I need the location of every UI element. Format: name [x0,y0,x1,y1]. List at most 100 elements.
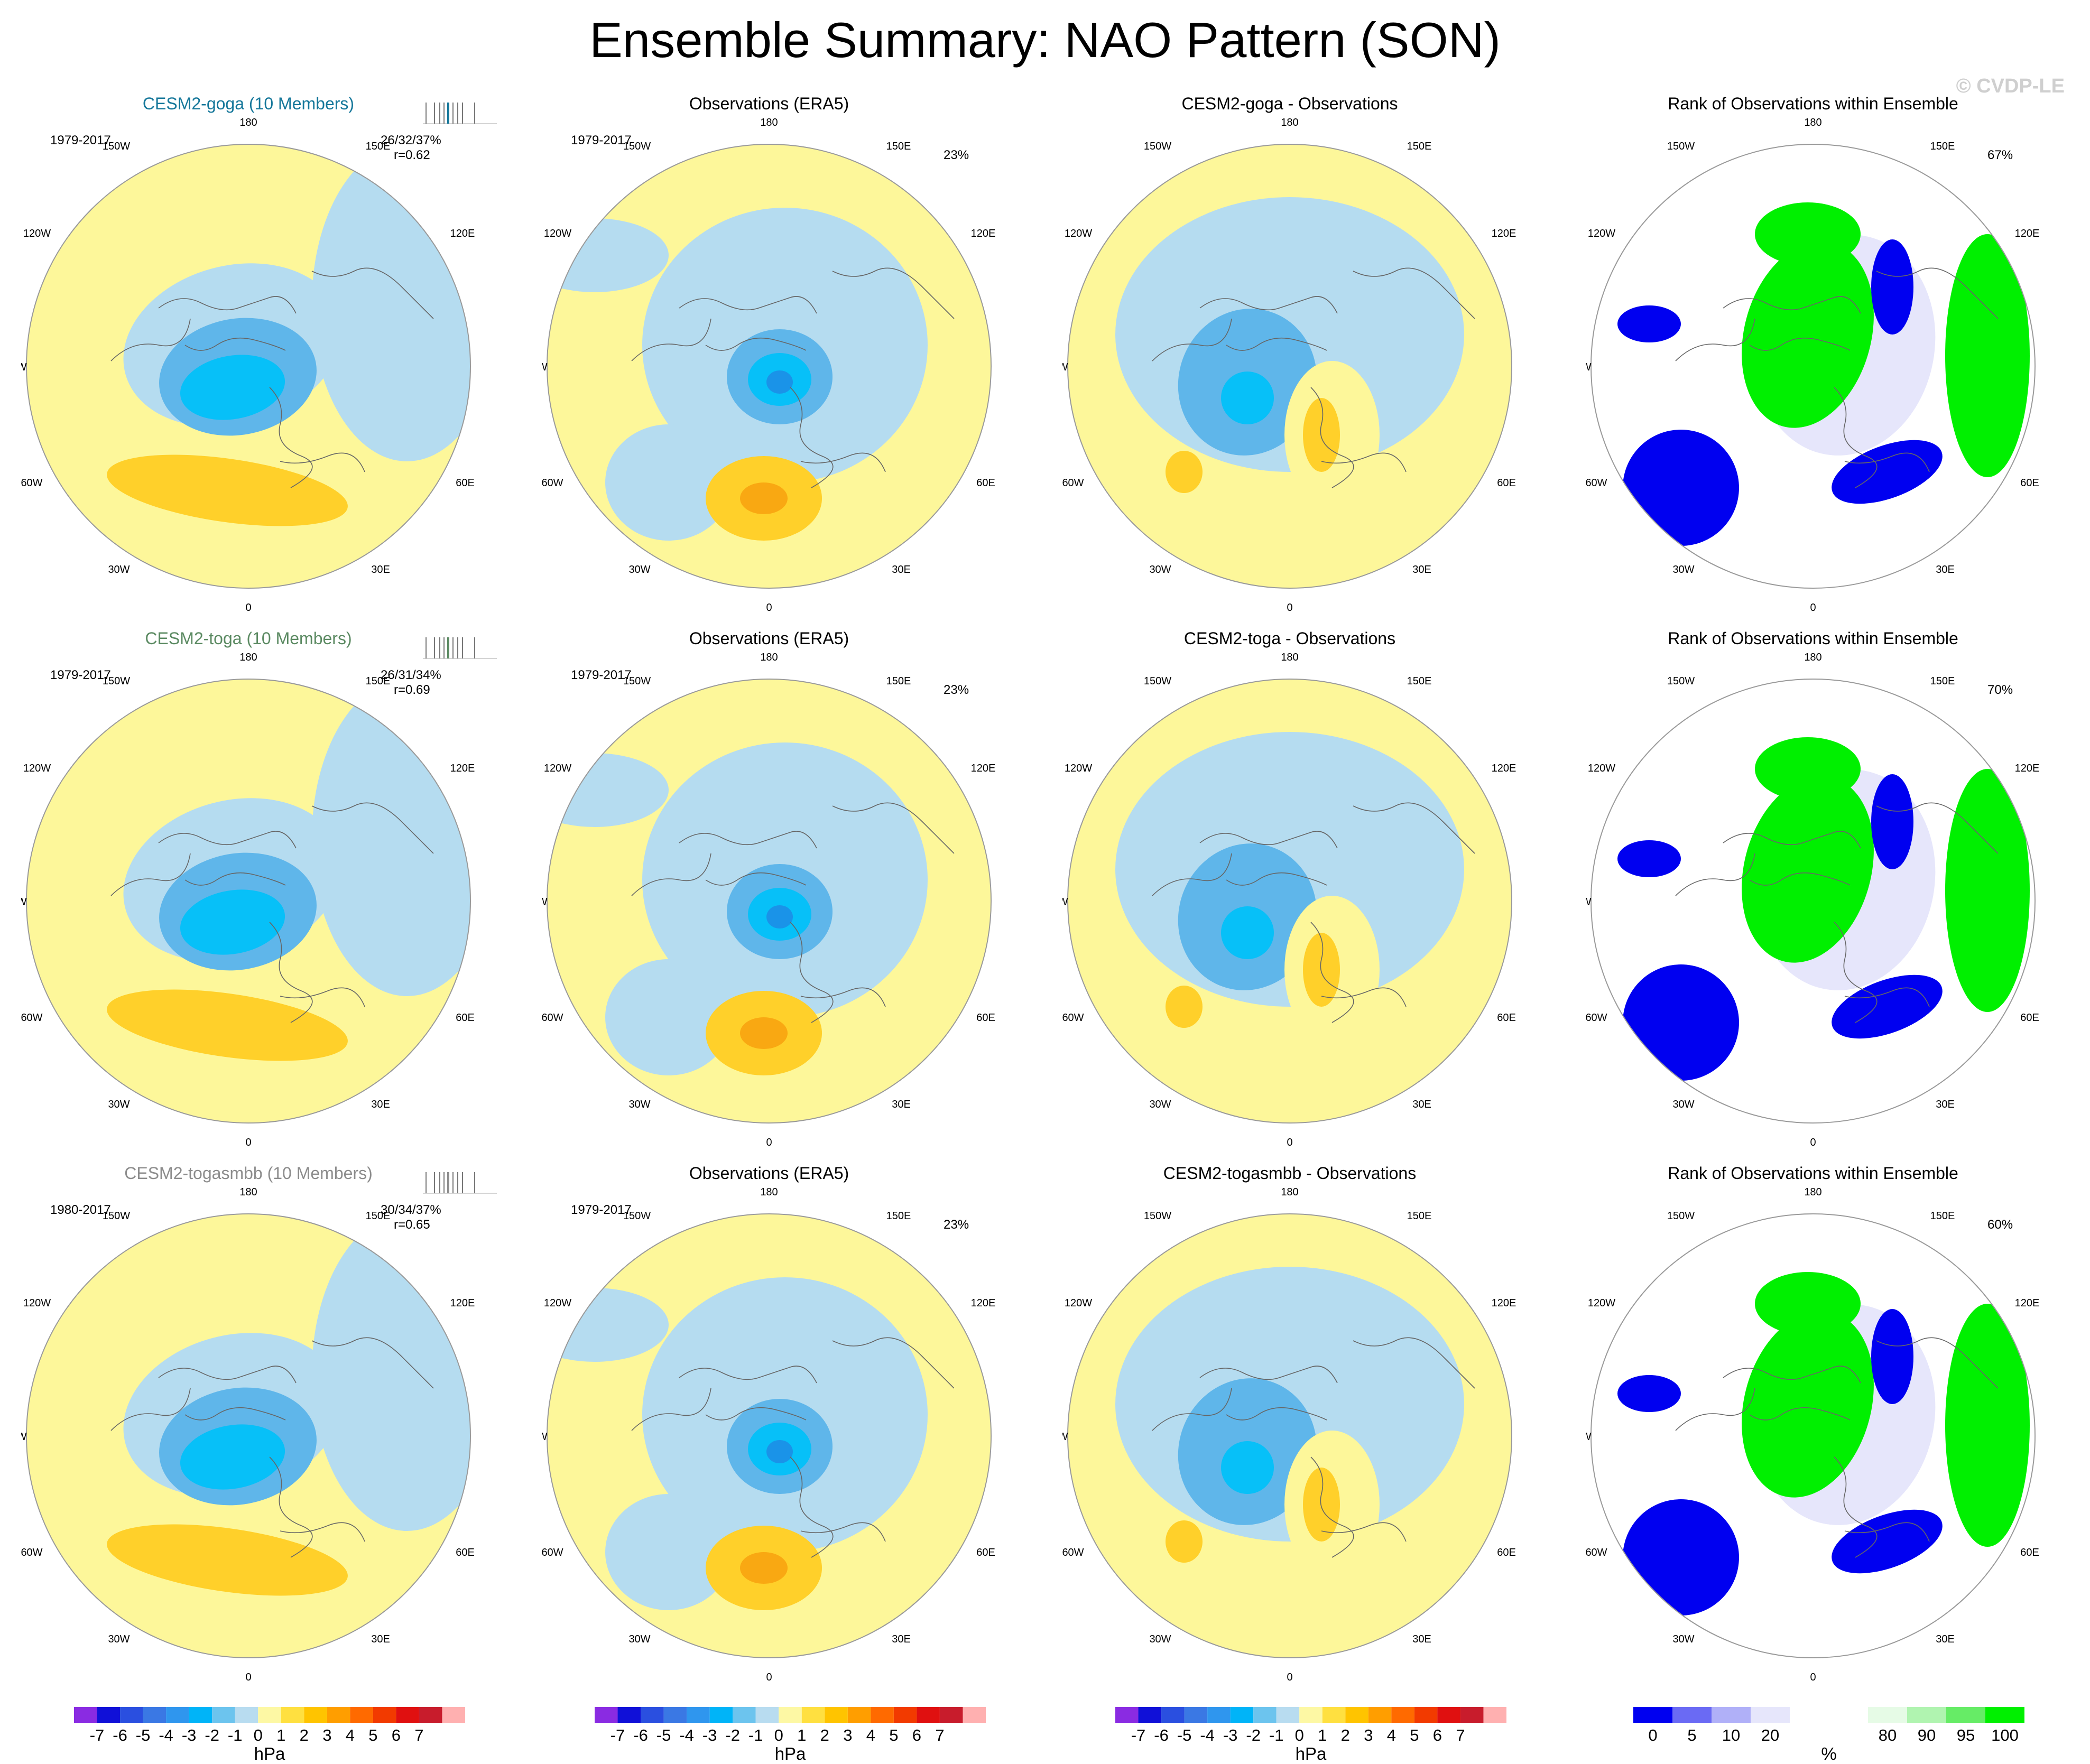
lon-label-br2: 60E [1497,477,1516,489]
lon-label-bottom: 0 [245,1672,251,1683]
pattern-percent: 67% [1987,148,2013,162]
coastline [1310,387,1354,488]
lon-label-br1: 30E [1412,1633,1431,1645]
diff-panel-title: CESM2-togasmbb - Observations [1163,1164,1417,1183]
colorbar-box [143,1707,167,1723]
lon-label-bl1: 30W [1672,564,1694,575]
diff-map: 180 0 150W 120W 90W 60W 30W 150E 120E 90E 60E 30E [1062,117,1517,614]
lon-label-bottom: 0 [766,602,772,614]
lon-label-tl2: 120W [1588,1297,1615,1309]
colorbar-tick-label: 95 [1956,1726,1975,1744]
colorbar-box [595,1707,618,1723]
ensemble-spread-ticks [423,103,497,124]
coastline [1321,987,1407,1007]
diff-panel-title: CESM2-toga - Observations [1183,629,1396,648]
ensemble-stats: 30/34/37% [381,1203,441,1217]
lon-label-top: 180 [1804,117,1821,128]
colorbar-box [327,1707,350,1723]
lon-label-tr1: 150E [1407,1210,1432,1222]
lon-label-br2: 60E [1497,1547,1516,1558]
lon-label-tl2: 120W [544,228,571,239]
lon-label-tr1: 150E [1930,675,1955,687]
diff-panel: 180 0 150W 120W 90W 60W 30W 150E 120E 90E 60E 30E CE… [1062,1164,1517,1697]
coastline [1152,318,1232,361]
map-boundary [1590,144,2036,589]
lon-label-top: 180 [760,1186,778,1198]
lon-label-tl2: 120W [544,763,571,774]
coastline [1152,1388,1232,1431]
coastline [1152,853,1232,896]
lon-label-br2: 60E [976,1547,995,1558]
obs-map: 1800150W120W90W60W30W150E120E90E60E30E [542,117,996,614]
rank-low-region [1623,430,1739,546]
lon-label-bl1: 30W [628,564,650,575]
lon-label-bl2: 60W [1062,1012,1084,1024]
pattern-percent: 70% [1987,683,2013,697]
lon-label-bl2: 60W [542,477,563,489]
coastline [1675,318,1755,361]
coastline [790,1456,834,1558]
colorbar-box [442,1707,465,1723]
rank-panel: 1800150W120W90W60W30W150E120E90E60E30ERa… [1586,94,2040,628]
rank-panel-title: Rank of Observations within Ensemble [1668,629,1958,648]
obs-panel-title: Observations (ERA5) [689,94,849,113]
pattern-percent: 23% [944,148,969,162]
coastline [158,1366,297,1384]
coastline [158,831,297,849]
colorbar-box [687,1707,710,1723]
coastline [631,853,711,896]
coastline [800,987,886,1007]
positive-anomaly-max [740,482,788,514]
lon-label-tl1: 150W [1144,141,1171,152]
colorbar-tick-label: 80 [1878,1726,1897,1744]
lon-label-tl1: 150W [103,675,130,687]
colorbar-tick-label: 1 [797,1726,807,1744]
colorbar-units: hPa [774,1744,806,1763]
colorbar-tick-label: 2 [1340,1726,1350,1744]
colorbar-box [189,1707,212,1723]
lon-label-tl1: 150W [1667,1210,1695,1222]
colorbar-box [74,1707,97,1723]
colorbar-box [663,1707,687,1723]
colorbar-box [1633,1707,1672,1723]
lon-label-l: 90W [1586,896,1592,908]
lon-label-br1: 30E [1936,1633,1955,1645]
coastline [679,296,817,314]
lon-label-tl2: 120W [1588,763,1615,774]
coastline [184,337,286,351]
colorbar-box [617,1707,641,1723]
lon-label-tr2: 120E [450,228,475,239]
lon-label-br2: 60E [976,477,995,489]
lon-label-l: 90W [542,896,548,908]
lon-label-bl2: 60W [1586,477,1607,489]
obs-panel-title: Observations (ERA5) [689,629,849,648]
lon-label-bottom: 0 [766,1672,772,1683]
colorbar-tick-label: 7 [1456,1726,1465,1744]
negative-anomaly-area [605,424,732,541]
lon-label-tr1: 150E [886,1210,911,1222]
lon-label-tr1: 150E [366,1210,391,1222]
rank-low-region [1871,774,1913,869]
lon-label-tr2: 120E [1492,763,1516,774]
lon-label-bl1: 30W [628,1099,650,1110]
ensemble-panel: 180 0 150W 120W 90W 60W 30W 150E 120E 90E 60E 30E CE… [21,1164,497,1697]
map-boundary [547,144,992,589]
colorbar-units: hPa [1295,1744,1327,1763]
diff-map: 180 0 150W 120W 90W 60W 30W 150E 120E 90E 60E 30E [1062,652,1517,1148]
lon-label-tl1: 150W [1667,675,1695,687]
lon-label-br2: 60E [2020,477,2039,489]
lon-label-br1: 30E [892,1099,911,1110]
lon-label-tr2: 120E [450,763,475,774]
diff-panel: 180 0 150W 120W 90W 60W 30W 150E 120E 90E 60E 30E CE… [1062,629,1517,1163]
coastline [1310,1456,1354,1558]
rank-high-region [1742,776,1874,963]
colorbar-box [1322,1707,1346,1723]
lon-label-bl2: 60W [21,1547,43,1558]
coastline [184,872,286,886]
lon-label-l: 90W [21,361,27,373]
lon-label-l: 90W [1586,361,1592,373]
lon-label-br1: 30E [371,1099,390,1110]
coastline [1199,831,1338,849]
coastline [705,1407,807,1421]
map-boundary [1590,679,2036,1124]
